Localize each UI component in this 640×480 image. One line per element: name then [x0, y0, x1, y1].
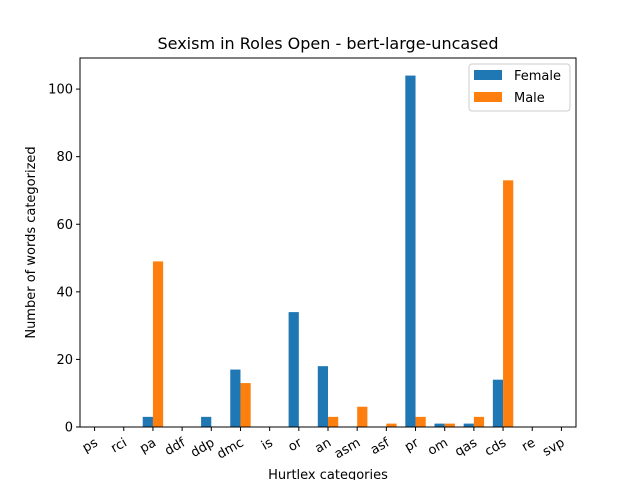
chart-title: Sexism in Roles Open - bert-large-uncase…	[157, 34, 498, 53]
legend-swatch-male	[474, 92, 502, 102]
y-tick-label: 60	[56, 218, 73, 233]
y-axis-label: Number of words categorized	[24, 146, 39, 338]
x-tick-label-rci: rci	[109, 435, 130, 456]
bar-male-om	[444, 423, 455, 427]
bar-female-or	[288, 312, 299, 427]
y-tick-label: 80	[56, 150, 73, 165]
y-tick-label: 20	[56, 353, 73, 368]
bars-group	[142, 75, 514, 427]
legend-label-male: Male	[514, 91, 545, 106]
legend-label-female: Female	[514, 69, 561, 84]
y-tick-label: 0	[65, 421, 73, 436]
bar-male-pr	[415, 416, 426, 427]
x-tick-label-re: re	[519, 435, 538, 455]
bar-female-cds	[492, 379, 504, 427]
legend-swatch-female	[474, 70, 502, 80]
bar-male-dmc	[240, 383, 251, 427]
bar-male-qas	[473, 416, 485, 427]
x-tick-label-pa: pa	[137, 435, 159, 456]
bar-male-cds	[503, 180, 514, 427]
bar-male-an	[328, 416, 339, 427]
x-tick-label-an: an	[312, 435, 334, 456]
bar-female-dmc	[230, 369, 241, 427]
plot-area-frame	[79, 57, 577, 428]
bar-female-an	[317, 366, 328, 427]
bar-male-asf	[386, 423, 397, 427]
x-tick-label-ps: ps	[80, 435, 101, 456]
y-axis: 0 20 40 60 80 100	[48, 83, 80, 436]
bar-male-pa	[152, 261, 164, 427]
x-axis-label: Hurtlex categories	[268, 468, 388, 480]
bar-female-ddp	[201, 416, 212, 427]
bar-female-om	[434, 423, 445, 427]
bar-female-pr	[405, 75, 416, 427]
bar-male-asm	[357, 406, 368, 427]
y-tick-label: 100	[48, 83, 73, 98]
bar-female-qas	[463, 423, 474, 427]
legend: Female Male	[468, 63, 571, 112]
y-tick-label: 40	[56, 285, 73, 300]
bar-female-pa	[142, 416, 153, 427]
